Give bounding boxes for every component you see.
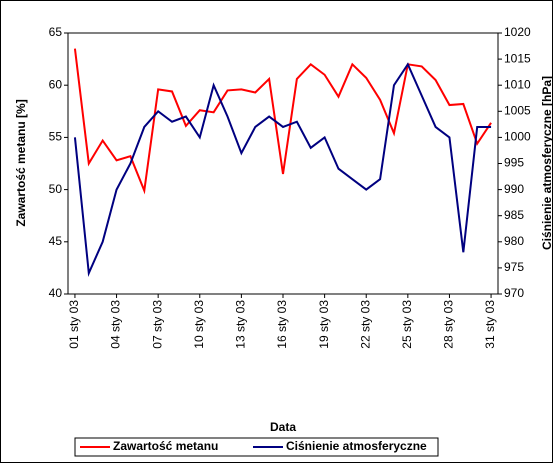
y2-tick-label: 1010 [504, 77, 531, 91]
y2-tick-label: 985 [504, 208, 524, 222]
series-line [73, 62, 492, 277]
y2-tick-label: 995 [504, 156, 524, 170]
x-tick-label: 31 sty 03 [483, 300, 497, 349]
y2-tick-label: 970 [504, 286, 524, 300]
x-tick-label: 28 sty 03 [442, 300, 456, 349]
y2-tick-label: 980 [504, 234, 524, 248]
series-line [73, 48, 492, 195]
y2-tick-label: 1015 [504, 51, 531, 65]
y2-tick-label: 1020 [504, 25, 531, 39]
y-tick-label: 40 [49, 286, 63, 300]
y2-axis-title: Ciśnienie atmosferyczne [hPa] [540, 76, 553, 250]
x-tick-label: 07 sty 03 [150, 300, 164, 349]
x-axis-title: Data [270, 420, 296, 434]
legend-label: Zawartość metanu [113, 439, 218, 453]
x-tick-label: 04 sty 03 [109, 300, 123, 349]
x-tick-label: 22 sty 03 [358, 300, 372, 349]
y2-tick-label: 1000 [504, 130, 531, 144]
legend-label: Ciśnienie atmosferyczne [286, 439, 427, 453]
y2-tick-label: 990 [504, 182, 524, 196]
x-tick-label: 16 sty 03 [275, 300, 289, 349]
y-tick-label: 50 [49, 182, 63, 196]
x-tick-label: 13 sty 03 [234, 300, 248, 349]
y-tick-label: 65 [49, 25, 63, 39]
y-axis-title: Zawartość metanu [%] [14, 99, 28, 226]
y2-tick-label: 975 [504, 260, 524, 274]
y-tick-label: 45 [49, 234, 63, 248]
x-tick-label: 25 sty 03 [400, 300, 414, 349]
plot-area [67, 32, 499, 295]
x-tick-label: 10 sty 03 [192, 300, 206, 349]
x-tick-label: 19 sty 03 [317, 300, 331, 349]
y-tick-label: 55 [49, 130, 63, 144]
x-tick-label: 01 sty 03 [67, 300, 81, 349]
y-tick-label: 60 [49, 77, 63, 91]
y2-tick-label: 1005 [504, 103, 531, 117]
